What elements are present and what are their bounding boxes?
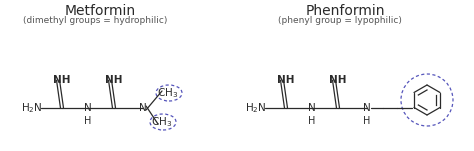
Text: CH$_3$: CH$_3$ (157, 86, 179, 100)
Text: N: N (363, 103, 371, 113)
Text: Metformin: Metformin (64, 4, 136, 18)
Text: H: H (363, 116, 371, 126)
Text: CH$_3$: CH$_3$ (151, 115, 173, 129)
Text: (dimethyl groups = hydrophilic): (dimethyl groups = hydrophilic) (23, 16, 167, 25)
Text: N: N (139, 103, 147, 113)
Text: N: N (84, 103, 92, 113)
Text: H$_2$N: H$_2$N (21, 101, 43, 115)
Text: NH: NH (53, 75, 71, 85)
Text: H: H (308, 116, 316, 126)
Text: NH: NH (329, 75, 347, 85)
Text: Phenformin: Phenformin (305, 4, 385, 18)
Text: NH: NH (105, 75, 123, 85)
Text: N: N (308, 103, 316, 113)
Text: H: H (84, 116, 91, 126)
Text: H$_2$N: H$_2$N (245, 101, 267, 115)
Text: NH: NH (277, 75, 295, 85)
Text: (phenyl group = lypophilic): (phenyl group = lypophilic) (278, 16, 402, 25)
